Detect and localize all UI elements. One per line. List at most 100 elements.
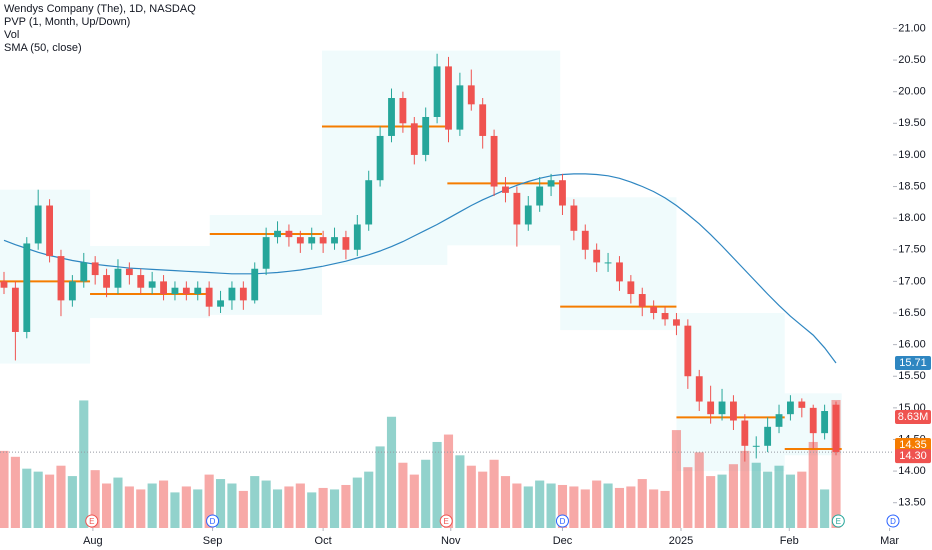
candle-body: [205, 287, 213, 307]
volume-bar: [329, 489, 340, 528]
y-tick-label: 17.50: [898, 244, 926, 256]
candles-layer: [0, 53, 840, 462]
volume-bar: [409, 474, 419, 528]
poc-label-bg: [895, 437, 931, 452]
x-tick-label: Aug: [83, 535, 103, 547]
y-tick-label: 20.50: [898, 54, 926, 66]
volume-bar: [785, 474, 795, 528]
volume-bar: [56, 465, 66, 528]
y-tick-label: 16.50: [898, 307, 926, 319]
candle-body: [445, 66, 452, 130]
candle-body: [502, 186, 509, 193]
x-tick-label: 2025: [669, 535, 693, 547]
x-tick-label: Sep: [203, 535, 223, 547]
volume-bar: [102, 483, 112, 528]
volume-bar: [443, 434, 454, 528]
volume-bar: [67, 476, 77, 528]
y-tick-label: 14.00: [898, 465, 926, 477]
event-marker: [831, 514, 845, 528]
volume-bar: [250, 476, 260, 528]
candle-body: [319, 237, 327, 244]
candle-body: [821, 411, 829, 434]
candle-body: [456, 85, 464, 130]
volume-bar: [181, 486, 191, 528]
volume-label: 8.63M: [898, 411, 929, 423]
legend-symbol: Wendys Company (The), 1D, NASDAQ: [4, 3, 196, 15]
volume-label-bg: [895, 409, 931, 424]
volume-bar: [569, 486, 579, 528]
volume-bar: [79, 400, 89, 528]
volume-bar: [820, 489, 830, 528]
candle-body: [399, 98, 407, 124]
volume-bar: [649, 489, 659, 528]
volume-bar: [375, 446, 385, 528]
candle-body: [661, 313, 669, 320]
volume-bar: [614, 487, 625, 528]
volume-bar: [557, 484, 568, 528]
candle-body: [228, 287, 236, 301]
volume-bar: [535, 480, 545, 528]
volume-bar: [364, 471, 374, 528]
volume-bar: [33, 471, 43, 528]
volume-bar: [421, 459, 431, 528]
candle-body: [342, 237, 350, 250]
y-tick-label: 19.50: [898, 117, 926, 129]
poc-label: 14.35: [899, 439, 927, 451]
volume-bar: [774, 465, 784, 528]
candle-body: [433, 66, 441, 117]
volume-bar: [466, 465, 476, 528]
volume-bar: [455, 455, 465, 528]
volume-bar: [284, 486, 294, 528]
candle-body: [410, 123, 418, 155]
candle-body: [308, 237, 316, 244]
candle-body: [353, 224, 361, 250]
candle-body: [627, 281, 635, 295]
candle-body: [536, 186, 544, 206]
volume-bar: [523, 486, 533, 528]
volume-bar: [831, 399, 841, 528]
legend-indicator: Vol: [4, 29, 19, 41]
candle-body: [775, 414, 783, 427]
volume-bar: [204, 474, 214, 528]
candle-body: [0, 281, 8, 288]
candle-body: [103, 275, 110, 288]
candle-body: [376, 135, 384, 181]
candle-body: [467, 85, 475, 105]
volume-bar: [295, 483, 305, 528]
candle-body: [730, 401, 737, 421]
time-axis-bg: [0, 528, 932, 550]
candle-body: [262, 237, 270, 269]
volume-bar: [671, 430, 682, 528]
volume-bar: [489, 459, 499, 528]
volume-bar: [500, 476, 511, 528]
x-tick-label: Mar: [880, 535, 899, 547]
candle-body: [616, 262, 623, 282]
candle-body: [559, 180, 566, 206]
event-marker: [886, 514, 900, 528]
close-label: 14.30: [899, 450, 927, 462]
volume-bar: [398, 462, 408, 528]
volume-bar: [512, 483, 522, 528]
candle-body: [707, 401, 715, 415]
volume-bar: [352, 477, 362, 528]
boxes-layer: [0, 50, 842, 472]
candle-body: [285, 230, 293, 238]
y-tick-label: 18.50: [898, 180, 926, 192]
volume-bar: [386, 416, 397, 528]
volume-bar: [580, 489, 590, 528]
event-marker: [206, 514, 220, 528]
volume-bar: [546, 483, 556, 528]
volume-bar: [660, 490, 670, 528]
candle-body: [479, 104, 487, 136]
event-label: E: [89, 517, 94, 526]
candle-body: [650, 306, 658, 314]
candle-body: [331, 237, 338, 244]
volume-bar: [592, 480, 602, 528]
volume-bar: [808, 441, 818, 528]
candle-body: [239, 287, 247, 301]
x-tick-label: Nov: [441, 535, 461, 547]
volume-bar: [797, 471, 807, 528]
candle-body: [194, 287, 202, 295]
candle-body: [217, 300, 224, 307]
